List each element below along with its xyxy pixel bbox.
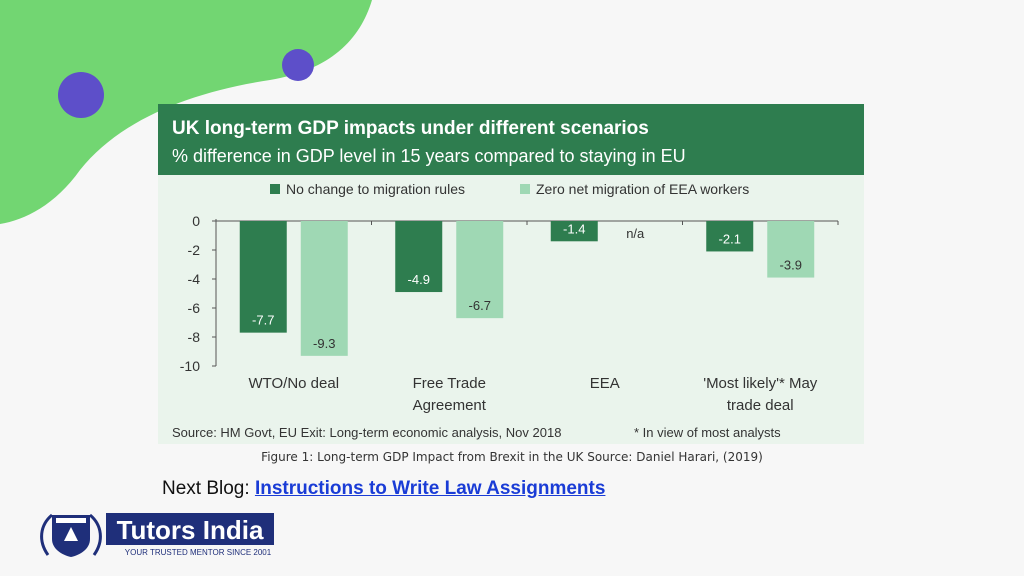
decorative-dot-small — [282, 49, 314, 81]
decorative-green-blob — [0, 0, 372, 224]
laurel-icon — [40, 513, 102, 556]
legend-label: No change to migration rules — [286, 181, 465, 197]
logo-name: Tutors India — [117, 515, 264, 545]
bar-value-label: -9.3 — [313, 336, 335, 351]
chart-title: UK long-term GDP impacts under different… — [172, 118, 649, 139]
category-label: EEA — [590, 375, 620, 392]
bar-value-label: -7.7 — [252, 313, 274, 328]
chart-header — [158, 104, 864, 175]
chart-panel: UK long-term GDP impacts under different… — [158, 104, 864, 444]
bar-value-label: -4.9 — [408, 272, 430, 287]
decorative-dot-large — [58, 72, 104, 118]
y-tick-label: 0 — [192, 213, 200, 229]
y-tick-label: -8 — [188, 329, 201, 345]
logo-tagline: YOUR TRUSTED MENTOR SINCE 2001 — [125, 548, 272, 557]
bar — [550, 221, 598, 242]
category-label: WTO/No deal — [248, 375, 339, 392]
y-tick-label: -2 — [188, 242, 201, 258]
chart-subtitle: % difference in GDP level in 15 years co… — [172, 146, 686, 166]
category-label: 'Most likely'* May — [703, 375, 818, 392]
bar-value-label: -2.1 — [719, 231, 741, 246]
figure-caption: Figure 1: Long-term GDP Impact from Brex… — [261, 450, 763, 464]
category-label: Agreement — [413, 397, 487, 414]
legend-label: Zero net migration of EEA workers — [536, 181, 749, 197]
next-blog-prefix: Next Blog: — [162, 478, 255, 499]
y-tick-label: -4 — [188, 271, 201, 287]
bar — [706, 221, 754, 252]
next-blog: Next Blog: Instructions to Write Law Ass… — [162, 478, 605, 500]
bar — [456, 221, 504, 319]
bar-value-label: -6.7 — [469, 298, 491, 313]
next-blog-link[interactable]: Instructions to Write Law Assignments — [254, 478, 606, 499]
bar-value-label: -3.9 — [780, 258, 802, 273]
chart-source: Source: HM Govt, EU Exit: Long-term econ… — [172, 425, 561, 440]
gdp-impact-chart: UK long-term GDP impacts under different… — [158, 104, 864, 440]
category-label: trade deal — [727, 397, 794, 414]
bar-value-label: n/a — [626, 226, 645, 241]
category-label: Free Trade — [413, 375, 486, 392]
bar — [395, 221, 443, 293]
bar — [300, 221, 348, 356]
y-tick-label: -6 — [188, 300, 201, 316]
tutors-india-logo[interactable]: Tutors India YOUR TRUSTED MENTOR SINCE 2… — [38, 511, 278, 559]
legend-swatch — [520, 184, 530, 194]
chart-note: * In view of most analysts — [634, 425, 781, 440]
y-tick-label: -10 — [180, 358, 200, 374]
legend-swatch — [270, 184, 280, 194]
bar-value-label: -1.4 — [563, 221, 585, 236]
bar — [239, 221, 287, 333]
bar — [767, 221, 815, 278]
